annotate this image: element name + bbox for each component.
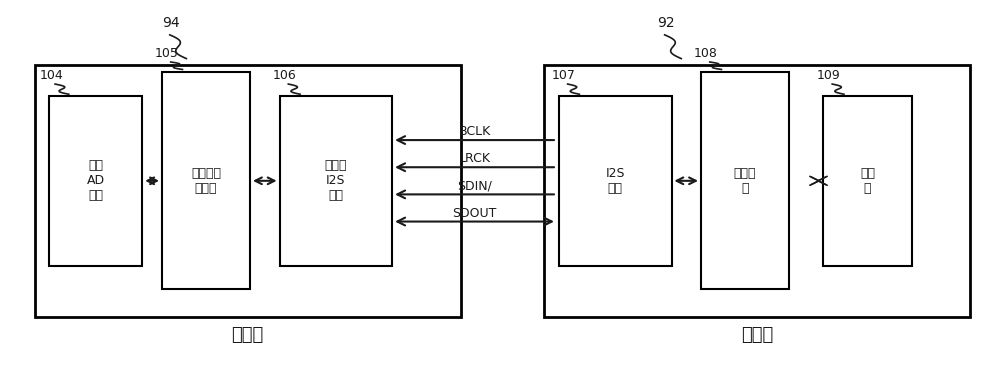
Text: 105: 105 bbox=[155, 47, 179, 60]
Text: 处理
器: 处理 器 bbox=[860, 167, 875, 195]
Text: 设备端
I2S
接口: 设备端 I2S 接口 bbox=[325, 159, 347, 202]
Text: 106: 106 bbox=[273, 69, 296, 82]
Bar bbox=[544, 65, 970, 317]
Text: LRCK: LRCK bbox=[459, 152, 491, 165]
Text: 多路
AD
模块: 多路 AD 模块 bbox=[87, 159, 105, 202]
Bar bbox=[559, 96, 672, 266]
Text: 107: 107 bbox=[552, 69, 576, 82]
Text: I2S
接口: I2S 接口 bbox=[605, 167, 625, 195]
Text: 92: 92 bbox=[657, 16, 674, 30]
Bar bbox=[701, 72, 789, 289]
Text: 108: 108 bbox=[694, 47, 718, 60]
Bar bbox=[49, 96, 142, 266]
Text: 设备端同
步模块: 设备端同 步模块 bbox=[191, 167, 221, 195]
Text: 94: 94 bbox=[162, 16, 180, 30]
Text: SDIN/: SDIN/ bbox=[457, 179, 492, 192]
Bar bbox=[823, 96, 912, 266]
Text: 104: 104 bbox=[39, 69, 63, 82]
Text: 主控端: 主控端 bbox=[741, 326, 773, 344]
Text: SDOUT: SDOUT bbox=[452, 207, 497, 220]
Text: 109: 109 bbox=[817, 69, 840, 82]
Bar bbox=[280, 96, 392, 266]
Bar bbox=[34, 65, 461, 317]
Text: BCLK: BCLK bbox=[458, 125, 491, 138]
Text: 设备端: 设备端 bbox=[232, 326, 264, 344]
Bar bbox=[162, 72, 250, 289]
Text: 同步模
块: 同步模 块 bbox=[734, 167, 756, 195]
